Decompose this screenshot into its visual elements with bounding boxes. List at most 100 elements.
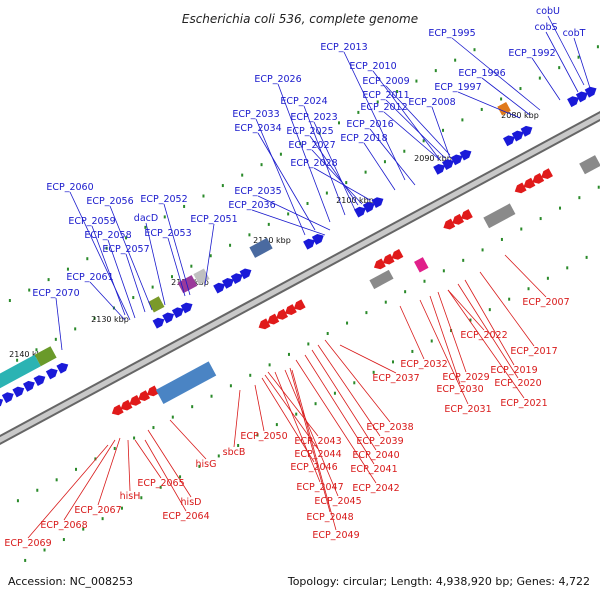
bottom-gene-label: ECP_2041 xyxy=(350,464,397,475)
ring-dot xyxy=(16,358,19,362)
top-leader-line xyxy=(383,111,441,161)
top-leader-line xyxy=(109,205,153,311)
forward-gene-arrow-shape xyxy=(354,206,366,218)
bottom-leader-line xyxy=(429,295,461,385)
bottom-gene-label: ECP_2040 xyxy=(352,450,399,461)
ring-dot xyxy=(237,443,240,447)
forward-gene-arrow xyxy=(503,135,515,147)
ring-dot xyxy=(519,87,522,91)
ring-dot xyxy=(538,76,541,80)
top-gene-label: ECP_2013 xyxy=(320,42,367,53)
ring-dot xyxy=(179,475,182,479)
ring-dot xyxy=(47,278,50,282)
bottom-gene-label: ECP_2038 xyxy=(366,422,413,433)
ring-dot xyxy=(66,267,69,271)
forward-gene-arrow-shape xyxy=(584,86,597,98)
reverse-gene-arrow-shape xyxy=(258,318,271,330)
reverse-gene-arrow xyxy=(382,253,395,265)
bottom-gene-label: ECP_2031 xyxy=(444,404,491,415)
ring-dot xyxy=(353,381,356,385)
gene-cluster-block-shape xyxy=(34,346,57,367)
reverse-gene-arrow xyxy=(267,313,280,325)
ring-dot xyxy=(93,316,96,320)
label-leaders xyxy=(27,15,591,539)
gene-cluster-block xyxy=(497,101,511,116)
ring-dot xyxy=(101,517,104,521)
ring-dot xyxy=(539,217,542,221)
genome-backbone xyxy=(0,110,600,446)
ring-dot xyxy=(430,339,433,343)
ring-dot xyxy=(287,212,290,216)
ring-dot xyxy=(546,276,549,280)
bottom-gene-label: ECP_2029 xyxy=(442,372,489,383)
bottom-gene-label: ECP_2019 xyxy=(490,365,537,376)
forward-gene-arrow xyxy=(152,317,165,329)
ring-dot xyxy=(442,269,445,273)
bottom-leader-line xyxy=(254,384,265,432)
ring-dot xyxy=(559,206,562,210)
top-gene-label: ECP_2059 xyxy=(68,216,115,227)
ring-dot xyxy=(346,321,349,325)
bottom-leader-line xyxy=(274,371,321,483)
bottom-gene-label: ECP_2032 xyxy=(400,359,447,370)
reverse-gene-arrow-shape xyxy=(443,218,456,230)
ring-dot xyxy=(210,394,213,398)
ring-dot xyxy=(275,423,278,427)
top-gene-label: ECP_2024 xyxy=(280,96,327,107)
top-gene-label: ECP_2058 xyxy=(84,230,131,241)
ring-dot xyxy=(488,308,491,312)
bottom-leader-line xyxy=(291,369,337,531)
top-gene-label: ECP_2061 xyxy=(66,272,113,283)
forward-gene-arrow xyxy=(371,197,384,209)
forward-gene-arrow xyxy=(162,312,175,324)
reverse-gene-arrow xyxy=(138,390,151,402)
bottom-gene-label: ECP_2069 xyxy=(4,538,51,549)
reverse-gene-arrow-shape xyxy=(391,248,404,260)
forward-gene-arrow xyxy=(520,125,533,137)
bottom-leader-line xyxy=(289,367,331,513)
gene-cluster-block-shape xyxy=(369,269,394,290)
forward-gene-arrow xyxy=(433,164,446,175)
ring-dot xyxy=(229,384,232,388)
bottom-gene-label: ECP_2042 xyxy=(352,483,399,494)
bottom-leader-line xyxy=(447,289,525,399)
top-leader-line xyxy=(481,77,531,116)
reverse-gene-arrow-shape xyxy=(138,390,151,402)
top-gene-label: ECP_2012 xyxy=(360,102,407,113)
reverse-gene-arrow xyxy=(461,209,473,220)
kbp-tick-label: 2110 kbp xyxy=(253,236,291,245)
ring-dot xyxy=(566,266,569,270)
bottom-gene-label: ECP_2020 xyxy=(494,378,541,389)
bottom-leader-line xyxy=(437,291,467,373)
forward-gene-arrow-shape xyxy=(152,317,165,329)
ring-dot xyxy=(461,118,464,122)
ring-dot xyxy=(365,311,368,315)
bottom-leader-line xyxy=(233,389,241,448)
ring-dot xyxy=(221,184,224,188)
bottom-leader-line xyxy=(324,339,391,423)
top-gene-label: ECP_2053 xyxy=(144,228,191,239)
ring-dot xyxy=(94,457,97,461)
reverse-gene-arrow xyxy=(120,399,133,411)
top-gene-label: ECP_2034 xyxy=(234,123,281,134)
ring-dot xyxy=(74,327,77,331)
forward-gene-arrow-shape xyxy=(180,302,193,314)
gene-cluster-block-shape xyxy=(249,237,273,258)
ring-dot xyxy=(229,243,232,247)
bottom-leader-line xyxy=(284,369,339,497)
bottom-gene-label: ECP_2047 xyxy=(296,482,343,493)
ring-dot xyxy=(384,300,387,304)
top-leader-line xyxy=(457,91,521,119)
forward-gene-arrow-shape xyxy=(213,282,226,294)
top-gene-label: ECP_2056 xyxy=(86,196,133,207)
kbp-tick-label: 2130 kbp xyxy=(91,315,129,324)
reverse-gene-arrow xyxy=(285,304,297,315)
gene-cluster-block xyxy=(0,354,41,395)
top-gene-label: ECP_1997 xyxy=(434,82,481,93)
forward-gene-arrow xyxy=(171,307,184,319)
reverse-gene-arrow xyxy=(391,248,404,260)
ring-dot xyxy=(597,185,600,189)
top-leader-line xyxy=(107,239,136,319)
top-leader-line xyxy=(255,118,306,236)
